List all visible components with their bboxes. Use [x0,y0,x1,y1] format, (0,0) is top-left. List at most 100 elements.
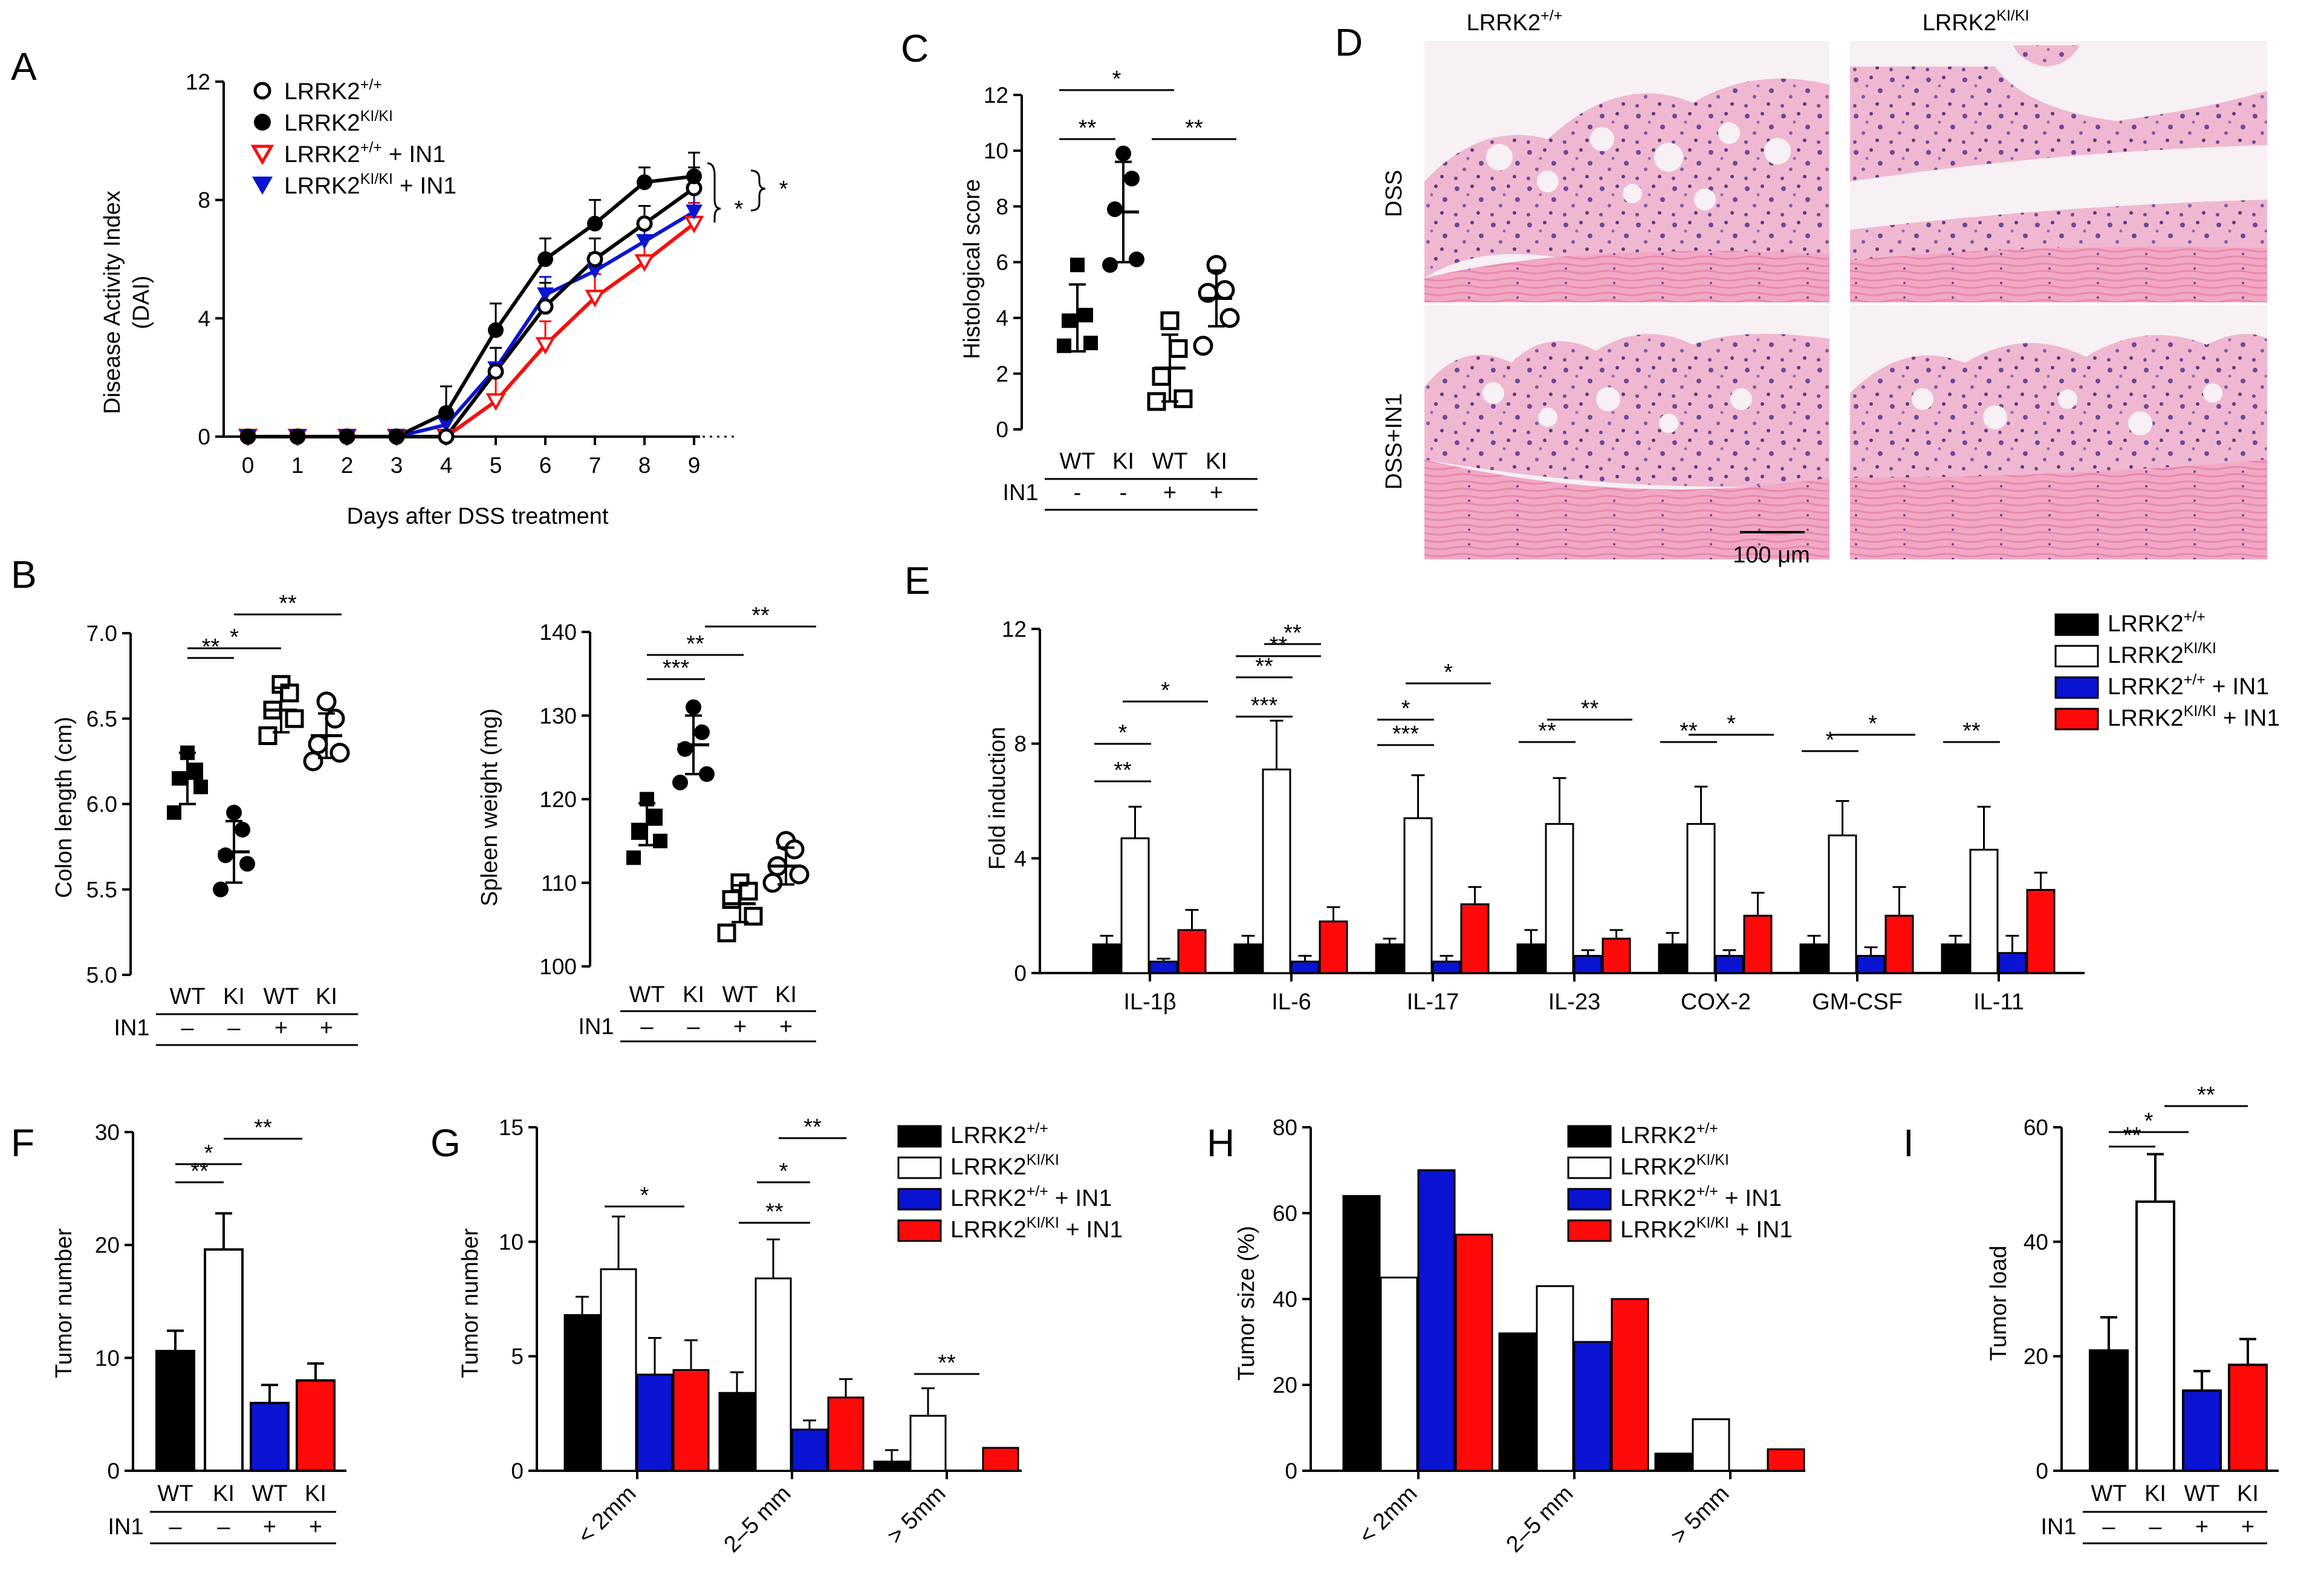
c-y-tick-label: 8 [996,194,1008,219]
h-legend-swatch-4 [1567,1219,1612,1242]
b1-point [235,821,250,838]
e-y-tick-label: 0 [1014,961,1027,986]
a-y-tick-label: 8 [198,188,210,213]
a-point-wt-in1 [485,393,506,411]
d-col2-title: LRRK2KI/KI [1923,7,2030,36]
b2-category-label: KI [683,982,704,1008]
e-sig-label: ** [1962,718,1981,744]
g-y-tick-label: 0 [511,1459,524,1483]
e-legend-swatch-2 [2054,645,2099,668]
a-y-tick-label: 4 [198,306,210,331]
b1-point [308,734,328,755]
a-sig-bracket-outer [750,169,766,212]
a-point-wt [487,363,504,380]
a-ylabel-2: (DAI) [129,276,154,330]
i-category-label: KI [2144,1481,2166,1506]
e-bar-4 [1884,914,1914,974]
b1-sig-label: * [230,625,239,650]
c-y-tick-label: 4 [996,306,1008,331]
a-point-ki [587,215,603,232]
panel-a-dai-chart: Disease Activity Index (DAI) Days after … [100,70,788,529]
h-bar-2 [1692,1418,1730,1472]
a-x-tick-label: 3 [391,453,403,478]
e-bar-3 [1998,952,2027,974]
c-point [1173,389,1193,408]
h-y-tick-label: 0 [1285,1459,1297,1483]
c-category-label: WT [1059,449,1095,474]
a-x-tick-label: 2 [341,453,354,478]
b1-point [239,856,255,872]
i-y-tick-label: 60 [2024,1115,2048,1140]
c-point [1083,336,1098,351]
g-ylabel: Tumor number [458,1228,483,1378]
a-x-tick-label: 7 [589,453,602,478]
panel-label-c: C [901,27,929,70]
h-bar-1 [1654,1453,1693,1472]
a-sig-label-outer: * [779,177,788,202]
a-legend-marker-1 [253,82,271,100]
e-bar-3 [1715,955,1744,974]
f-bar-3 [250,1402,290,1472]
a-point-ki [637,174,652,190]
b2-y-tick-label: 140 [539,620,577,645]
e-bar-4 [1177,929,1207,974]
b2-y-tick-label: 100 [539,954,577,979]
a-legend: LRRK2+/+ LRRK2KI/KI LRRK2+/+ + IN1 LRRK2KI/… [250,76,456,199]
b1-point [329,743,350,763]
f-in1-label: + [309,1514,322,1540]
i-ylabel: Tumor load [1986,1246,2011,1361]
i-sig-label: * [2144,1109,2154,1134]
b2-point [784,839,805,859]
e-bar-4 [2026,888,2056,974]
b2-sig-label: *** [663,656,690,681]
b1-sig-label: ** [202,634,220,660]
a-x-tick-label: 5 [490,453,502,478]
b2-point [717,923,736,943]
h-bar-1 [1498,1332,1537,1472]
b1-point [285,709,304,728]
c-category-label: WT [1152,449,1187,474]
h-category-label: > 5mm [1666,1481,1735,1549]
g-sig-label: * [779,1159,788,1184]
e-sig-label: ** [1680,718,1698,744]
e-bar-4 [1743,914,1773,974]
a-legend-label-2: LRRK2KI/KI [284,108,393,136]
f-ylabel: Tumor number [51,1228,77,1378]
e-category-label: IL-6 [1271,989,1311,1015]
g-y-tick-label: 5 [511,1344,524,1369]
c-point [1193,336,1213,356]
a-point-ki-in1 [636,234,653,250]
b2-point [648,809,663,824]
f-in1-label: + [263,1514,276,1540]
b2-point [762,873,783,893]
a-legend-label-4: LRRK2KI/KI + IN1 [284,171,456,199]
h-legend-label-2: LRRK2KI/KI [1620,1151,1729,1180]
b2-sig-label: ** [686,631,704,657]
scale-bar-label: 100 μm [1733,542,1810,568]
a-y-tick-label: 0 [198,425,210,449]
a-point-wt-in1 [634,254,655,272]
a-point-wt-in1 [585,290,605,308]
e-bar-2 [1969,848,1999,974]
h-legend: LRRK2+/+ LRRK2KI/KI LRRK2+/+ + IN1 LRRK2KI/… [1567,1120,1793,1243]
a-legend-marker-3 [250,145,274,166]
b2-in1-label: – [640,1014,654,1040]
e-bar-2 [1403,817,1433,974]
e-y-tick-label: 8 [1014,732,1027,757]
d-row1-label: DSS [1381,170,1407,217]
b1-in1-label: + [274,1015,288,1041]
e-sig-label: ** [1538,718,1556,744]
e-sig-label: ** [1581,696,1599,721]
panel-label-d: D [1335,21,1363,64]
b1-point [218,847,233,864]
e-y-tick-label: 12 [1002,617,1027,642]
h-legend-swatch-2 [1567,1156,1612,1179]
c-point [1215,280,1235,301]
h-bar-4 [1611,1298,1649,1472]
g-legend-swatch-3 [897,1188,942,1211]
e-bar-3 [1432,960,1461,974]
h-bar-1 [1342,1195,1381,1472]
i-bar-4 [2228,1363,2268,1473]
b1-category-label: KI [223,984,245,1009]
f-category-label: WT [157,1481,193,1506]
